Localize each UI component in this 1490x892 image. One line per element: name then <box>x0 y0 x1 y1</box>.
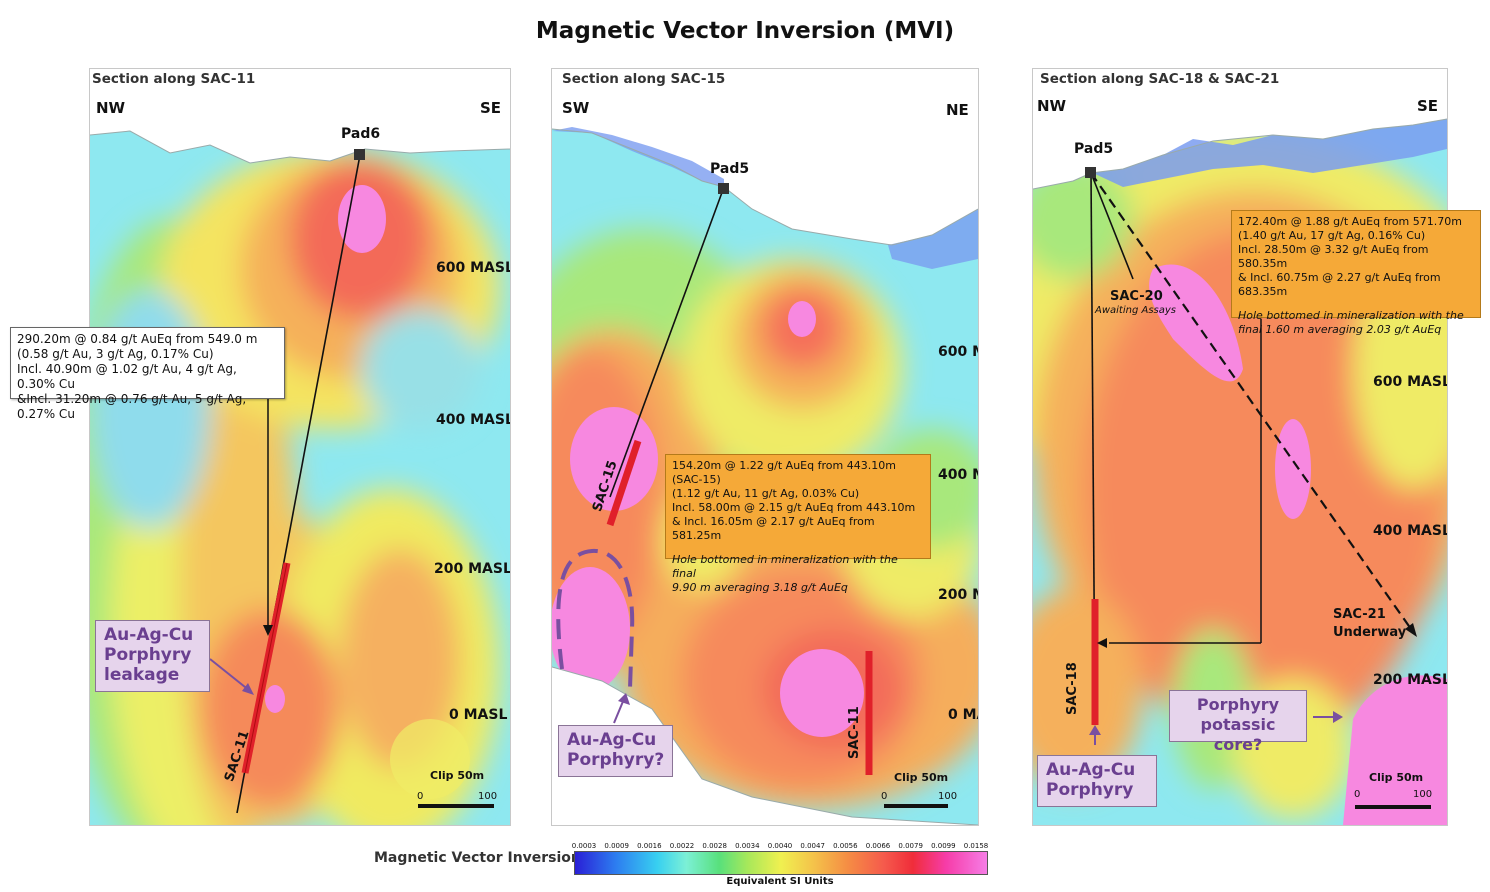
scale-bar <box>884 804 948 808</box>
assay-annotation-sac-15: 154.20m @ 1.22 g/t AuEq from 443.10m (SA… <box>665 454 931 594</box>
elevation-label: 200 MASL <box>1373 672 1448 688</box>
mvi-section-sac-11 <box>90 130 510 825</box>
elevation-label: 600 MASL <box>938 344 978 360</box>
drillhole-label-sac-18: SAC-18 <box>1065 662 1080 715</box>
section-panel-sac-18-21: Section along SAC-18 & SAC-21 NW SE Pad5… <box>1032 68 1448 826</box>
direction-left: SW <box>562 99 590 117</box>
elevation-label: 400 MASL <box>1373 523 1448 539</box>
clip-label: Clip 50m <box>894 771 949 784</box>
legend-units: Equivalent SI Units <box>726 876 834 887</box>
assay-annotation-sac-11: 290.20m @ 0.84 g/t AuEq from 549.0 m (0.… <box>10 327 285 421</box>
legend-tick-label: 0.0079 <box>898 842 923 850</box>
elevation-label: 200 MASL <box>434 561 511 577</box>
scale-min: 0 <box>1354 789 1361 800</box>
elevation-label: 0 MASL <box>948 707 978 723</box>
legend-tick-label: 0.0016 <box>637 842 662 850</box>
drillhole-label-sac-11: SAC-11 <box>847 706 862 759</box>
legend-title: Magnetic Vector Inversion <box>374 850 581 866</box>
callout-potassic-core: Porphyry potassic core? <box>1169 690 1307 754</box>
drillhole-label-sac-21: SAC-21 <box>1333 607 1386 622</box>
section-panel-sac-15: Section along SAC-15 SW NE Pad5 600 MASL… <box>551 68 979 826</box>
direction-right: NE <box>946 101 969 119</box>
legend-tick-label: 0.0022 <box>669 842 695 850</box>
legend-tick-label: 0.0003 <box>571 842 597 850</box>
scale-max: 100 <box>938 791 958 802</box>
legend-tick-label: 0.0158 <box>963 842 989 850</box>
section-title: Section along SAC-11 <box>92 71 256 87</box>
legend-color-ramp <box>574 851 988 875</box>
legend-tick-label: 0.0034 <box>735 842 760 850</box>
assay-annotation-sac-18: 172.40m @ 1.88 g/t AuEq from 571.70m (1.… <box>1231 210 1481 336</box>
figure-title: Magnetic Vector Inversion (MVI) <box>535 18 955 44</box>
callout-porphyry-question: Au-Ag-Cu Porphyry? <box>558 725 673 777</box>
scale-min: 0 <box>417 791 424 802</box>
elevation-label: 400 MASL <box>938 467 978 483</box>
scale-bar <box>418 804 494 808</box>
legend-tick-label: 0.0056 <box>833 842 858 850</box>
section-title: Section along SAC-15 <box>562 71 726 87</box>
direction-left: NW <box>1037 97 1067 115</box>
sac-20-status: Awaiting Assays <box>1095 305 1177 316</box>
legend-tick-label: 0.0099 <box>931 842 956 850</box>
legend-tick-label: 0.0047 <box>800 842 825 850</box>
clip-label: Clip 50m <box>430 769 485 782</box>
elevation-label: 600 MASL <box>1373 374 1448 390</box>
pad-label: Pad5 <box>1074 141 1114 157</box>
elevation-label: 200 MASL <box>938 587 978 603</box>
callout-porphyry: Au-Ag-Cu Porphyry <box>1037 755 1157 807</box>
callout-porphyry-leakage: Au-Ag-Cu Porphyry leakage <box>95 620 210 692</box>
clip-label: Clip 50m <box>1369 771 1424 784</box>
elevation-label: 0 MASL <box>449 707 508 723</box>
section-title: Section along SAC-18 & SAC-21 <box>1040 71 1280 87</box>
legend-tick-label: 0.0066 <box>865 842 891 850</box>
pad-label: Pad6 <box>341 126 381 142</box>
section-panel-sac-11: Section along SAC-11 NW SE Pad6 600 MASL… <box>89 68 511 826</box>
legend-tick-label: 0.0028 <box>702 842 727 850</box>
direction-left: NW <box>96 99 126 117</box>
sac-21-status: Underway <box>1333 625 1407 640</box>
elevation-label: 400 MASL <box>436 412 511 428</box>
direction-right: SE <box>1417 97 1439 115</box>
pad-label: Pad5 <box>710 161 750 177</box>
drillhole-label-sac-20: SAC-20 <box>1110 289 1163 304</box>
scale-min: 0 <box>881 791 888 802</box>
legend-ticks: 0.0003 0.0009 0.0016 0.0022 0.0028 0.0034 0.00… <box>571 842 989 852</box>
elevation-label: 600 MASL <box>436 260 511 276</box>
scale-max: 100 <box>1413 789 1433 800</box>
legend-tick-label: 0.0009 <box>604 842 629 850</box>
scale-bar <box>1355 805 1431 809</box>
scale-max: 100 <box>478 791 498 802</box>
direction-right: SE <box>480 99 502 117</box>
legend-tick-label: 0.0040 <box>767 842 793 850</box>
mvi-section-sac-15 <box>552 127 978 825</box>
